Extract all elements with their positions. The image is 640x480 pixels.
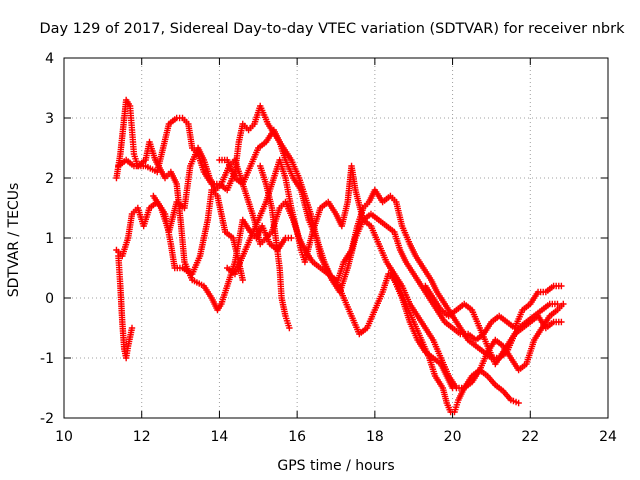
data-point bbox=[286, 324, 293, 332]
x-tick-label: 10 bbox=[55, 429, 73, 445]
y-tick-label: -1 bbox=[40, 351, 54, 367]
series-track-9 bbox=[387, 264, 522, 416]
x-tick-label: 18 bbox=[366, 429, 384, 445]
data-point bbox=[288, 234, 295, 242]
x-tick-label: 20 bbox=[444, 429, 462, 445]
x-tick-label: 12 bbox=[133, 429, 151, 445]
x-tick-label: 16 bbox=[288, 429, 306, 445]
plot-frame bbox=[63, 57, 609, 419]
y-tick-label: 0 bbox=[45, 291, 54, 307]
data-point bbox=[560, 300, 567, 308]
data-point bbox=[558, 318, 565, 326]
plot-area bbox=[113, 96, 567, 416]
series-track-3 bbox=[113, 186, 246, 284]
series-track-8 bbox=[257, 162, 293, 332]
y-axis-label: SDTVAR / TECUs bbox=[6, 183, 22, 298]
data-point bbox=[515, 399, 522, 407]
y-tick-label: -2 bbox=[40, 411, 54, 427]
data-point bbox=[239, 276, 246, 284]
data-point bbox=[558, 282, 565, 290]
y-tick-label: 2 bbox=[45, 171, 54, 187]
x-tick-label: 22 bbox=[521, 429, 539, 445]
x-tick-label: 14 bbox=[211, 429, 229, 445]
y-tick-label: 4 bbox=[45, 51, 54, 67]
series-track-1 bbox=[115, 252, 136, 362]
x-axis-label: GPS time / hours bbox=[277, 458, 394, 474]
data-point bbox=[128, 324, 136, 332]
y-tick-label: 1 bbox=[45, 231, 54, 247]
x-tick-label: 24 bbox=[599, 429, 617, 445]
data-point bbox=[554, 300, 561, 308]
series-track-10 bbox=[422, 282, 561, 368]
y-tick-label: 3 bbox=[45, 111, 54, 127]
chart-title: Day 129 of 2017, Sidereal Day-to-day VTE… bbox=[39, 21, 625, 37]
